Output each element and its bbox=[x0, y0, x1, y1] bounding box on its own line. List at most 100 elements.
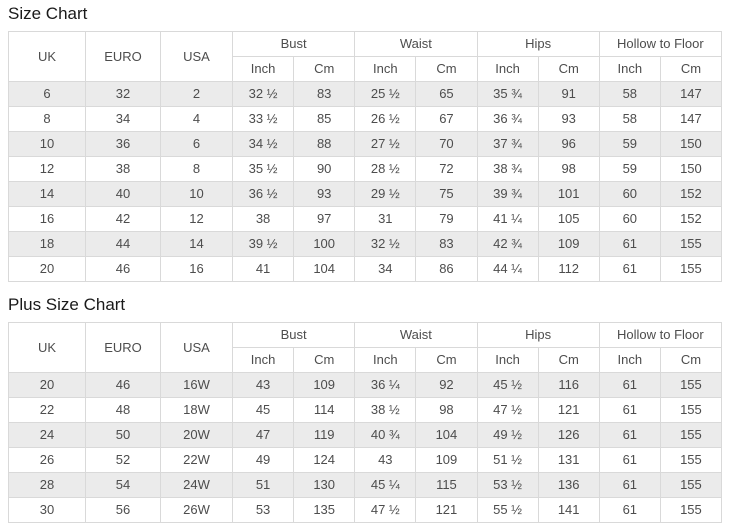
table-cell: 40 bbox=[85, 181, 161, 207]
table-row: 26 52 22W 49 124 43 109 51 ½ 131 61 155 bbox=[8, 447, 723, 473]
table-header: UK EURO USA Bust Waist Hips Hollow to Floor Inc… bbox=[8, 31, 723, 82]
table-cell: 58 bbox=[598, 81, 661, 107]
table-cell: 44 ¼ bbox=[476, 256, 539, 282]
table-cell: 150 bbox=[659, 156, 723, 182]
table-cell: 152 bbox=[659, 181, 723, 207]
table-cell: 36 ½ bbox=[231, 181, 295, 207]
table-cell: 147 bbox=[659, 106, 723, 132]
size-chart-table: UK EURO USA Bust Waist Hips Hollow to Floor Inc… bbox=[8, 31, 723, 282]
table-cell: 98 bbox=[537, 156, 600, 182]
table-cell: 27 ½ bbox=[354, 131, 417, 157]
table-cell: 14 bbox=[8, 181, 86, 207]
table-row: 28 54 24W 51 130 45 ¼ 115 53 ½ 136 61 155 bbox=[8, 472, 723, 498]
table-cell: 30 bbox=[8, 497, 86, 523]
table-cell: 92 bbox=[415, 372, 478, 398]
table-cell: 20 bbox=[8, 372, 86, 398]
table-cell: 155 bbox=[659, 447, 723, 473]
table-cell: 24 bbox=[8, 422, 86, 448]
table-cell: 83 bbox=[293, 81, 356, 107]
table-cell: 49 ½ bbox=[476, 422, 539, 448]
table-cell: 119 bbox=[293, 422, 356, 448]
table-cell: 47 ½ bbox=[354, 497, 417, 523]
table-cell: 93 bbox=[293, 181, 356, 207]
table-cell: 34 bbox=[85, 106, 161, 132]
table-cell: 155 bbox=[659, 256, 723, 282]
table-cell: 43 bbox=[354, 447, 417, 473]
table-cell: 42 bbox=[85, 206, 161, 232]
measure-group-header: Bust bbox=[231, 31, 356, 57]
table-cell: 104 bbox=[293, 256, 356, 282]
unit-header: Inch bbox=[598, 56, 661, 82]
table-cell: 116 bbox=[537, 372, 600, 398]
table-cell: 18W bbox=[160, 397, 233, 423]
table-cell: 33 ½ bbox=[231, 106, 295, 132]
table-cell: 121 bbox=[537, 397, 600, 423]
table-cell: 105 bbox=[537, 206, 600, 232]
table-cell: 45 bbox=[231, 397, 295, 423]
table-cell: 46 bbox=[85, 256, 161, 282]
table-cell: 47 ½ bbox=[476, 397, 539, 423]
table-cell: 61 bbox=[598, 372, 661, 398]
table-cell: 49 bbox=[231, 447, 295, 473]
table-cell: 8 bbox=[8, 106, 86, 132]
table-cell: 32 ½ bbox=[231, 81, 295, 107]
unit-header: Cm bbox=[537, 56, 600, 82]
unit-header: Inch bbox=[354, 56, 417, 82]
table-cell: 109 bbox=[415, 447, 478, 473]
table-cell: 141 bbox=[537, 497, 600, 523]
table-cell: 91 bbox=[537, 81, 600, 107]
table-cell: 35 ½ bbox=[231, 156, 295, 182]
unit-header: Cm bbox=[415, 347, 478, 373]
table-cell: 155 bbox=[659, 231, 723, 257]
table-cell: 48 bbox=[85, 397, 161, 423]
table-cell: 131 bbox=[537, 447, 600, 473]
table-cell: 67 bbox=[415, 106, 478, 132]
table-cell: 100 bbox=[293, 231, 356, 257]
table-cell: 10 bbox=[160, 181, 233, 207]
table-cell: 59 bbox=[598, 131, 661, 157]
table-cell: 79 bbox=[415, 206, 478, 232]
table-row: 18 44 14 39 ½ 100 32 ½ 83 42 ¾ 109 61 155 bbox=[8, 231, 723, 257]
table-cell: 10 bbox=[8, 131, 86, 157]
table-cell: 16 bbox=[160, 256, 233, 282]
table-cell: 86 bbox=[415, 256, 478, 282]
size-chart-section: Size Chart UK EURO USA Bust Waist Hips Hollow … bbox=[8, 4, 723, 282]
table-cell: 28 ½ bbox=[354, 156, 417, 182]
table-cell: 12 bbox=[160, 206, 233, 232]
table-cell: 6 bbox=[160, 131, 233, 157]
table-cell: 24W bbox=[160, 472, 233, 498]
table-cell: 101 bbox=[537, 181, 600, 207]
column-header: UK bbox=[8, 322, 86, 373]
table-row: 6 32 2 32 ½ 83 25 ½ 65 35 ¾ 91 58 147 bbox=[8, 81, 723, 107]
unit-header: Cm bbox=[659, 347, 723, 373]
table-cell: 61 bbox=[598, 497, 661, 523]
table-cell: 16 bbox=[8, 206, 86, 232]
table-cell: 39 ¾ bbox=[476, 181, 539, 207]
table-cell: 59 bbox=[598, 156, 661, 182]
table-cell: 93 bbox=[537, 106, 600, 132]
column-header: USA bbox=[160, 322, 233, 373]
table-cell: 25 ½ bbox=[354, 81, 417, 107]
column-header: EURO bbox=[85, 31, 161, 82]
table-cell: 61 bbox=[598, 231, 661, 257]
unit-header: Cm bbox=[537, 347, 600, 373]
plus-size-chart-table: UK EURO USA Bust Waist Hips Hollow to Floor Inc… bbox=[8, 322, 723, 523]
measure-group-header: Waist bbox=[354, 322, 478, 348]
table-row: 30 56 26W 53 135 47 ½ 121 55 ½ 141 61 155 bbox=[8, 497, 723, 523]
table-cell: 155 bbox=[659, 497, 723, 523]
unit-header: Inch bbox=[354, 347, 417, 373]
table-cell: 51 ½ bbox=[476, 447, 539, 473]
table-cell: 61 bbox=[598, 397, 661, 423]
table-cell: 45 ¼ bbox=[354, 472, 417, 498]
unit-header: Inch bbox=[476, 347, 539, 373]
table-row: 22 48 18W 45 114 38 ½ 98 47 ½ 121 61 155 bbox=[8, 397, 723, 423]
table-cell: 36 ¼ bbox=[354, 372, 417, 398]
table-cell: 54 bbox=[85, 472, 161, 498]
table-body: 6 32 2 32 ½ 83 25 ½ 65 35 ¾ 91 58 147 8 34 4 33 ½ 85 26 … bbox=[8, 81, 723, 282]
table-cell: 135 bbox=[293, 497, 356, 523]
table-cell: 112 bbox=[537, 256, 600, 282]
table-cell: 136 bbox=[537, 472, 600, 498]
column-header: EURO bbox=[85, 322, 161, 373]
measure-group-header: Bust bbox=[231, 322, 356, 348]
table-cell: 45 ½ bbox=[476, 372, 539, 398]
